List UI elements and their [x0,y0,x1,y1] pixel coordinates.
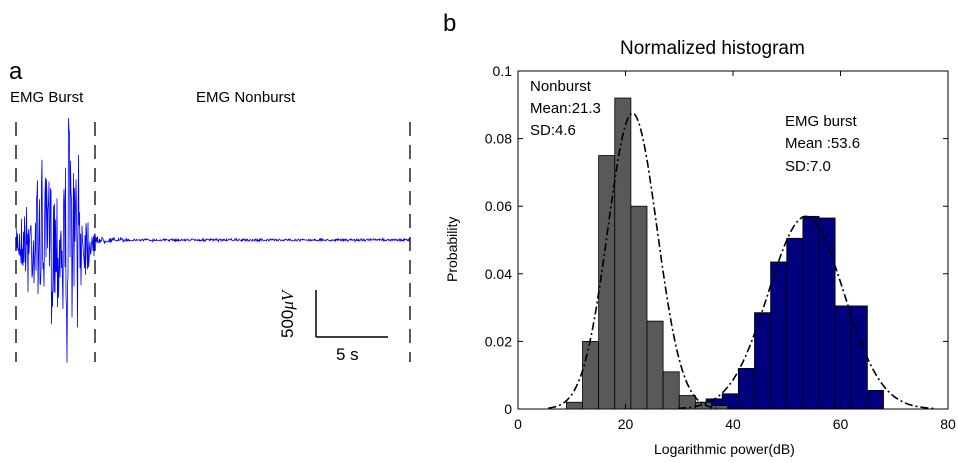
y-tick-label-0: 0 [504,401,512,417]
fit-curve-0 [548,112,717,409]
nonburst-annotation-line-1: Nonburst [530,78,591,95]
bar-emg-burst-14 [866,390,884,410]
y-tick-label-4: 0.08 [485,131,512,147]
x-axis-label: Logarithmic power(dB) [654,441,795,457]
burst-label: EMG Burst [10,89,84,106]
panel-b-letter: b [443,10,457,37]
bar-emg-burst-7 [754,312,772,410]
y-axis-label: Probability [444,216,460,282]
burst-annotation-line-2: Mean :53.6 [785,135,861,152]
burst-annotation-line-3: SD:7.0 [785,158,831,175]
x-tick-label-2: 40 [725,416,741,432]
bar-nonburst-6 [662,371,680,410]
bar-emg-burst-12 [834,305,852,410]
y-tick-label-5: 0.1 [493,63,513,79]
bar-nonburst-0 [565,401,583,410]
emg-trace-panel [15,118,411,363]
bar-nonburst-4 [630,205,648,410]
bar-emg-burst-10 [802,215,820,410]
nonburst-annotation-line-2: Mean:21.3 [530,100,601,117]
y-tick-label-1: 0.02 [485,333,512,349]
bar-nonburst-9 [711,405,729,410]
bar-emg-burst-11 [818,217,836,410]
nonburst-annotation-line-3: SD:4.6 [530,122,576,139]
nonburst-label: EMG Nonburst [196,89,296,106]
bar-nonburst-1 [582,340,600,410]
time-scale-label: 5 s [336,345,359,364]
bar-nonburst-7 [678,395,696,410]
bar-emg-burst-9 [786,237,804,410]
burst-annotation-line-1: EMG burst [785,113,857,130]
y-tick-label-3: 0.06 [485,198,512,214]
emg-signal-trace [15,118,411,363]
chart-title: Normalized histogram [620,38,805,59]
fit-curve-1 [678,215,934,410]
x-tick-label-1: 20 [618,416,634,432]
x-tick-label-4: 80 [940,416,956,432]
panel-a-letter: a [9,58,23,85]
bar-emg-burst-6 [737,368,755,410]
bar-nonburst-5 [646,320,664,410]
y-tick-label-2: 0.04 [485,266,512,282]
x-tick-label-3: 60 [833,416,849,432]
bar-nonburst-3 [614,97,632,410]
bar-emg-burst-8 [770,261,788,410]
x-tick-label-0: 0 [514,416,522,432]
